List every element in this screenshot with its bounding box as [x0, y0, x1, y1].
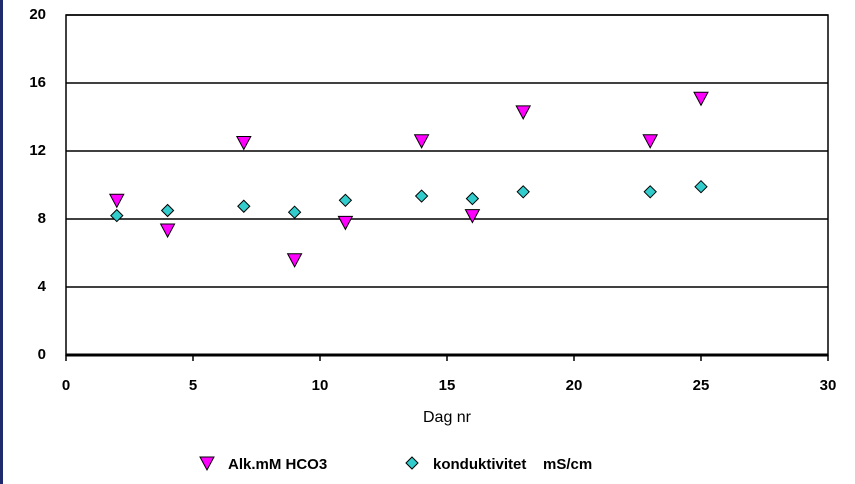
point — [414, 189, 429, 203]
y-tick-label: 4 — [38, 278, 47, 295]
point — [237, 199, 251, 213]
x-tick-label: 0 — [62, 377, 70, 394]
x-tick-label: 20 — [566, 377, 583, 394]
y-tick-label: 8 — [38, 210, 46, 227]
point — [694, 179, 708, 194]
point — [515, 105, 532, 120]
y-tick-label: 0 — [38, 346, 46, 363]
point — [516, 185, 530, 199]
point — [413, 134, 430, 149]
point — [643, 185, 657, 199]
x-tick-label: 25 — [693, 377, 710, 394]
x-tick-label: 30 — [820, 377, 837, 394]
point — [464, 209, 481, 224]
left-border — [0, 0, 3, 484]
point — [465, 191, 480, 206]
x-axis-label: Dag nr — [423, 409, 472, 426]
legend-marker — [199, 456, 215, 472]
legend-label: Alk.mM HCO3 — [228, 456, 327, 473]
legend-marker — [405, 456, 419, 470]
y-tick-label: 16 — [29, 74, 46, 91]
point — [286, 253, 303, 268]
point — [642, 134, 659, 149]
point — [693, 91, 709, 107]
point — [160, 203, 175, 218]
x-tick-label: 10 — [312, 377, 329, 394]
point — [338, 193, 353, 208]
x-tick-label: 15 — [439, 377, 456, 394]
point — [235, 136, 252, 151]
point — [110, 208, 124, 223]
y-tick-label: 12 — [29, 142, 46, 159]
point — [287, 205, 302, 219]
x-tick-label: 5 — [189, 377, 197, 394]
legend-label: konduktivitet mS/cm — [433, 456, 592, 473]
point — [337, 215, 354, 231]
point — [108, 193, 125, 209]
point — [159, 223, 176, 239]
y-tick-label: 20 — [29, 6, 46, 23]
